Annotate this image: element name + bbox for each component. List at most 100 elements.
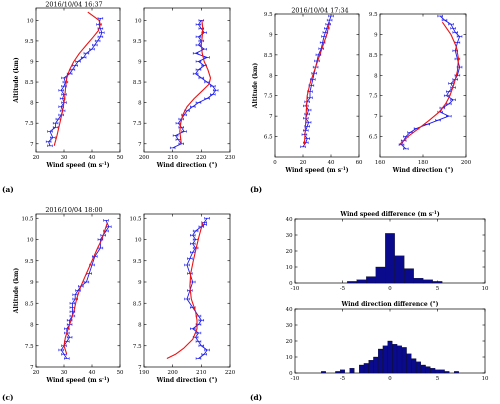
b-speed-ytick-label: 6.5 bbox=[264, 135, 273, 141]
b-direction-ytick-label: 7.5 bbox=[369, 94, 378, 100]
d-direction-diff-bar bbox=[382, 345, 388, 374]
d-direction-diff-bar bbox=[373, 356, 379, 374]
d-speed-diff-title: Wind speed difference (m s-1) bbox=[339, 210, 439, 218]
d-direction-diff-title: Wind direction difference (°) bbox=[341, 301, 439, 308]
a-speed-ylabel: Altitude (km) bbox=[13, 57, 20, 104]
c-direction-ytick-label: 10 bbox=[135, 238, 142, 244]
b-speed-ytick-label: 8.5 bbox=[264, 53, 273, 59]
b-direction-ytick-label: 9 bbox=[374, 32, 378, 38]
d-direction-diff-bar bbox=[401, 347, 407, 374]
panel-a-label: (a) bbox=[2, 185, 14, 194]
b-direction-ytick-label: 6.5 bbox=[369, 135, 378, 141]
d-speed-diff-xtick-label: 0 bbox=[388, 286, 392, 292]
c-direction-frame bbox=[143, 213, 231, 368]
panel-b-title: 2016/10/04 17:34 bbox=[291, 7, 348, 15]
a-speed-ytick-label: 7.5 bbox=[25, 121, 34, 127]
a-direction-ytick-label: 10 bbox=[135, 18, 142, 24]
c-direction-ytick-label: 7.5 bbox=[133, 344, 142, 350]
d-speed-diff-bar bbox=[394, 255, 405, 284]
d-speed-diff-ytick-label: 0 bbox=[289, 281, 293, 287]
d-speed-diff-xtick-label: 10 bbox=[482, 286, 489, 292]
a-direction-chart: 200 210 220 230 7 7.5 8 8.5 9 9.5 10 Wind direction… bbox=[133, 7, 236, 169]
a-speed-ytick-label: 7 bbox=[30, 142, 34, 148]
d-direction-diff-xtick-label: 5 bbox=[436, 376, 440, 382]
c-direction-fitted-line bbox=[166, 222, 204, 359]
d-direction-diff-chart: -10 -5 0 5 10 0 10 20 30 40 Wind direction differe… bbox=[286, 301, 489, 382]
d-speed-diff-bar bbox=[432, 281, 443, 284]
c-direction-ytick-label: 7 bbox=[138, 365, 142, 371]
c-direction-xtick-label: 200 bbox=[168, 370, 179, 376]
a-speed-xtick-label: 40 bbox=[89, 155, 96, 161]
c-speed-ytick-label: 8.5 bbox=[25, 301, 34, 307]
d-direction-diff-ytick-label: 40 bbox=[286, 307, 293, 313]
b-direction-xlabel: Wind direction (°) bbox=[392, 167, 454, 174]
d-direction-diff-bar bbox=[378, 348, 383, 374]
b-direction-xtick-label: 160 bbox=[375, 160, 386, 166]
d-direction-diff-bar bbox=[435, 369, 440, 374]
d-direction-diff-bar bbox=[439, 369, 445, 374]
c-speed-ytick-label: 9 bbox=[30, 280, 34, 286]
d-direction-diff-bar bbox=[359, 364, 364, 374]
c-direction-xtick-label: 220 bbox=[225, 370, 236, 376]
c-direction-ytick-label: 8 bbox=[138, 323, 142, 329]
d-direction-diff-bar bbox=[420, 364, 426, 374]
a-direction-ytick-label: 7 bbox=[138, 142, 142, 148]
b-speed-measured-line bbox=[302, 15, 332, 148]
b-direction-ytick-label: 7 bbox=[374, 114, 378, 120]
a-direction-ytick-label: 9 bbox=[138, 59, 142, 65]
d-direction-diff-xtick-label: 10 bbox=[482, 376, 489, 382]
d-direction-diff-bar bbox=[387, 340, 393, 374]
d-direction-diff-bar bbox=[349, 368, 355, 374]
c-direction-ytick-label: 9.5 bbox=[133, 259, 142, 265]
c-direction-ytick-label: 9 bbox=[138, 280, 142, 286]
b-direction-xtick-label: 200 bbox=[461, 160, 472, 166]
d-direction-diff-bar bbox=[425, 366, 431, 374]
d-direction-diff-bar bbox=[340, 369, 345, 374]
d-direction-diff-bar bbox=[335, 371, 341, 374]
a-speed-xlabel: Wind speed (m s-1) bbox=[45, 161, 109, 169]
a-direction-ytick-label: 9.5 bbox=[133, 39, 142, 45]
c-speed-xlabel: Wind speed (m s-1) bbox=[45, 376, 109, 384]
b-speed-xtick-label: 0 bbox=[273, 160, 277, 166]
d-speed-diff-xtick-label: -10 bbox=[291, 286, 300, 292]
a-speed-chart: 20 30 40 50 7 7.5 8 8.5 9 9.5 10 Wind speed (m s-1)… bbox=[13, 7, 124, 169]
a-speed-ytick-label: 8.5 bbox=[25, 80, 34, 86]
b-speed-fitted-line bbox=[303, 22, 331, 145]
c-speed-ytick-label: 10 bbox=[27, 238, 34, 244]
c-direction-xtick-label: 210 bbox=[196, 370, 207, 376]
b-direction-ytick-label: 9.5 bbox=[369, 12, 378, 18]
d-direction-diff-ytick-label: 10 bbox=[286, 355, 293, 361]
d-direction-diff-bar bbox=[397, 345, 402, 374]
d-speed-diff-bar bbox=[356, 279, 367, 284]
d-direction-diff-bar bbox=[454, 371, 459, 374]
d-direction-diff-bar bbox=[406, 353, 412, 374]
d-speed-diff-bar bbox=[404, 268, 414, 284]
d-direction-diff-xtick-label: 0 bbox=[388, 376, 392, 382]
d-direction-diff-xtick-label: -10 bbox=[291, 376, 300, 382]
d-speed-diff-bar bbox=[375, 266, 386, 284]
a-speed-ytick-label: 8 bbox=[30, 101, 34, 107]
c-speed-fitted-line bbox=[63, 222, 108, 355]
d-speed-diff-chart: -10 -5 0 5 10 0 10 20 30 40 Wind speed difference … bbox=[286, 210, 489, 292]
c-speed-measured-line bbox=[60, 220, 110, 359]
c-speed-ylabel: Altitude (km) bbox=[13, 268, 20, 315]
b-direction-fitted-line bbox=[399, 21, 460, 146]
d-speed-diff-ytick-label: 10 bbox=[286, 265, 293, 271]
b-direction-measured-line bbox=[400, 15, 461, 150]
d-speed-diff-bar bbox=[385, 233, 395, 284]
c-speed-ytick-label: 9.5 bbox=[25, 259, 34, 265]
b-speed-ytick-label: 7 bbox=[269, 114, 273, 120]
b-speed-ytick-label: 9.5 bbox=[264, 12, 273, 18]
c-speed-xtick-label: 30 bbox=[61, 370, 68, 376]
a-direction-ytick-label: 7.5 bbox=[133, 121, 142, 127]
b-direction-ytick-label: 8 bbox=[374, 73, 378, 79]
c-direction-xtick-label: 190 bbox=[139, 370, 150, 376]
d-direction-diff-bar bbox=[430, 368, 436, 374]
a-speed-measured-line bbox=[48, 18, 103, 146]
b-speed-xlabel: Wind speed (m s-1) bbox=[284, 166, 348, 174]
panel-d-label: (d) bbox=[250, 393, 262, 402]
panel-a-title: 2016/10/04 16:37 bbox=[45, 1, 102, 9]
panel-c-label: (c) bbox=[2, 393, 14, 402]
c-speed-ytick-label: 10.5 bbox=[21, 216, 34, 222]
c-direction-ytick-label: 10.5 bbox=[129, 216, 142, 222]
